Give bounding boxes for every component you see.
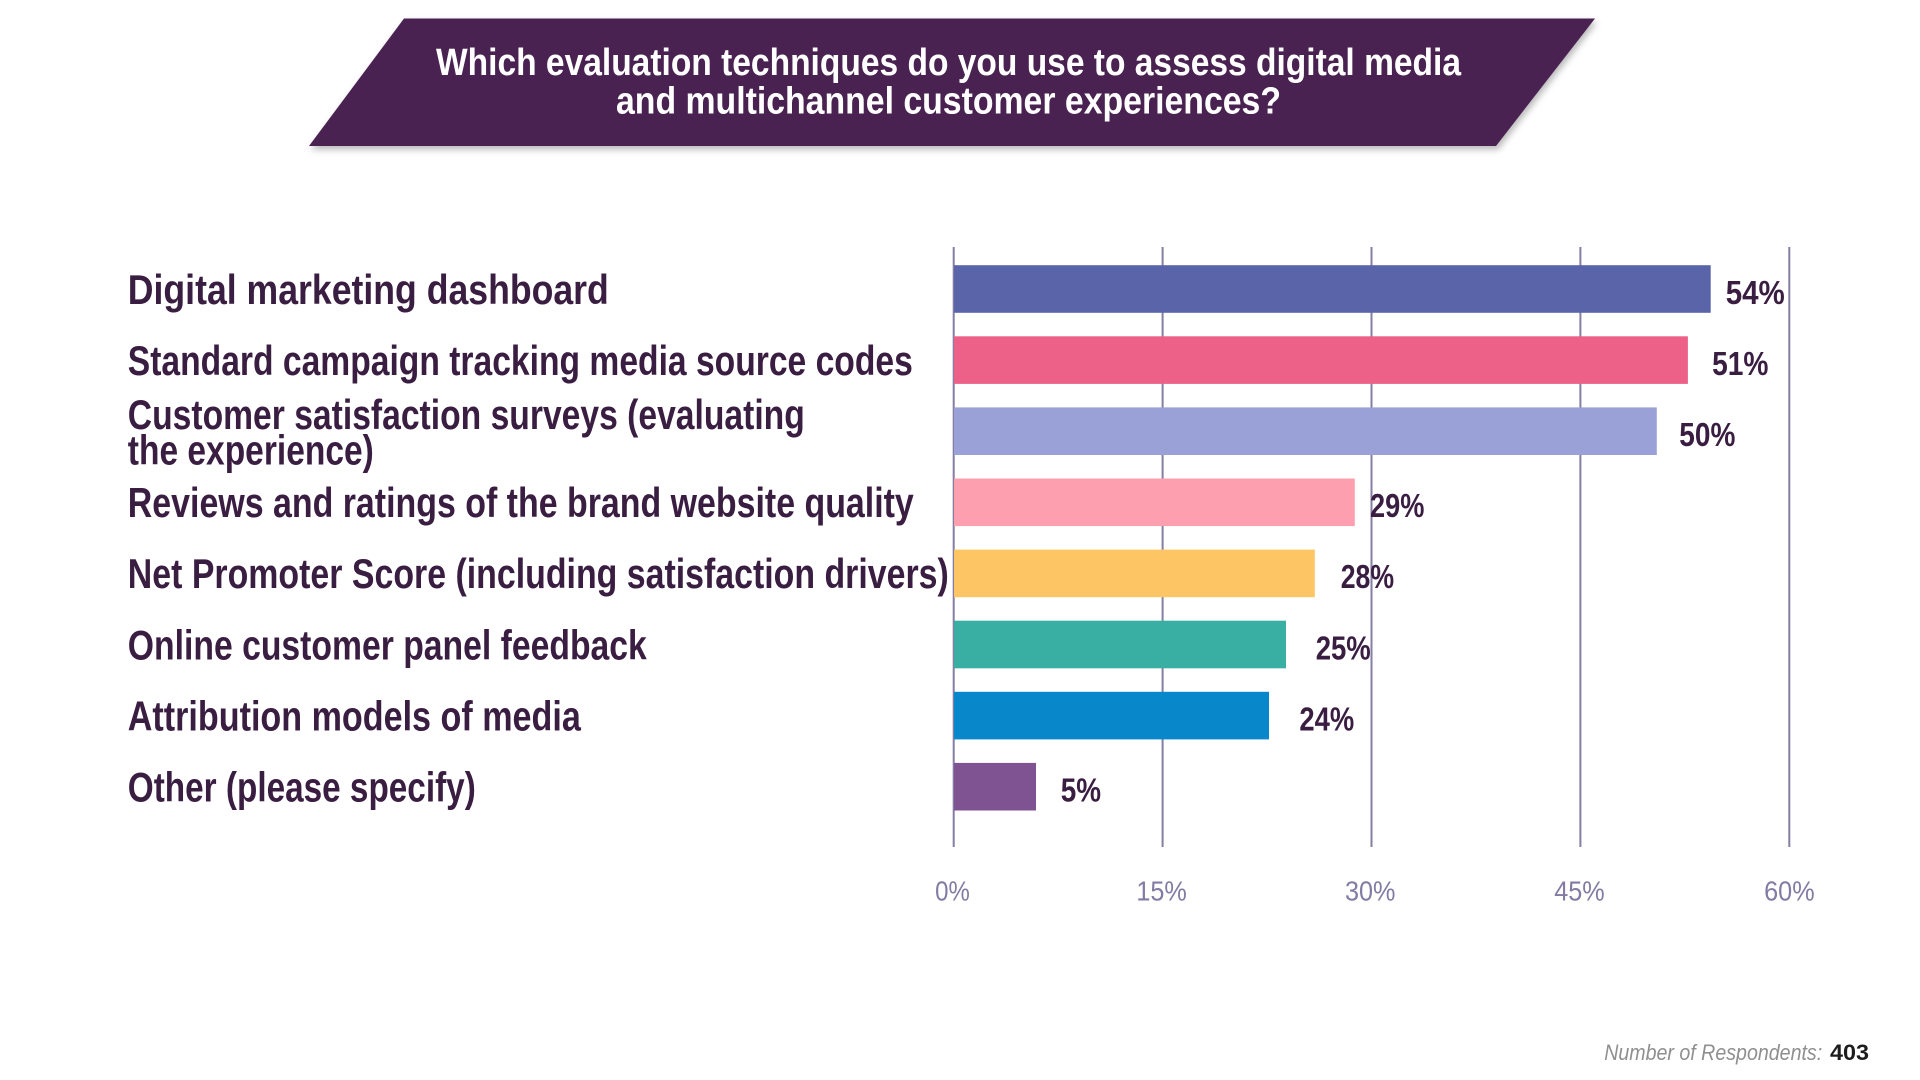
svg-text:45%: 45%: [1554, 875, 1605, 906]
svg-text:0%: 0%: [935, 875, 970, 906]
svg-text:Net Promoter Score (including: Net Promoter Score (including satisfacti…: [128, 550, 949, 597]
svg-text:Standard campaign tracking med: Standard campaign tracking media source …: [128, 337, 913, 384]
svg-text:25%: 25%: [1316, 629, 1371, 666]
svg-text:60%: 60%: [1764, 875, 1815, 906]
svg-text:Number of Respondents:: Number of Respondents:: [1604, 1040, 1822, 1065]
svg-text:403: 403: [1830, 1040, 1869, 1065]
svg-text:Online customer panel feedback: Online customer panel feedback: [128, 621, 648, 668]
svg-text:51%: 51%: [1712, 345, 1768, 382]
svg-text:Attribution models of media: Attribution models of media: [128, 692, 582, 739]
svg-text:28%: 28%: [1341, 558, 1394, 595]
svg-text:Digital marketing dashboard: Digital marketing dashboard: [128, 266, 609, 313]
svg-text:Customer satisfaction surveys: Customer satisfaction surveys (evaluatin…: [128, 391, 805, 438]
svg-text:50%: 50%: [1679, 416, 1735, 453]
svg-text:54%: 54%: [1726, 274, 1785, 311]
svg-text:and multichannel customer expe: and multichannel customer experiences?: [616, 81, 1281, 123]
svg-text:5%: 5%: [1061, 772, 1101, 809]
svg-text:Reviews and ratings of the bra: Reviews and ratings of the brand website…: [128, 479, 915, 526]
svg-text:the experience): the experience): [128, 427, 374, 474]
svg-text:15%: 15%: [1136, 875, 1187, 906]
svg-text:Which evaluation techniques do: Which evaluation techniques do you use t…: [436, 42, 1462, 84]
svg-text:29%: 29%: [1370, 487, 1424, 524]
svg-text:30%: 30%: [1345, 875, 1396, 906]
svg-text:Other (please specify): Other (please specify): [128, 764, 476, 811]
svg-text:24%: 24%: [1299, 700, 1354, 737]
